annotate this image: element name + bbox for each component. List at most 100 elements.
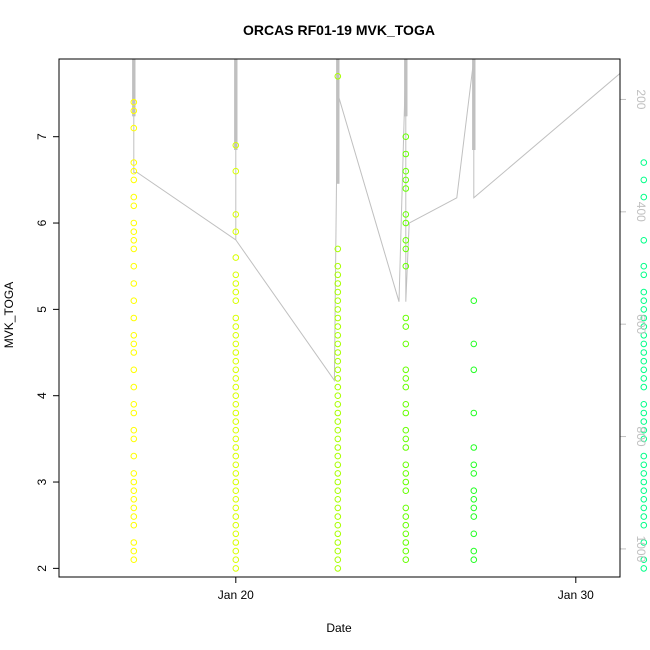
data-point bbox=[334, 271, 342, 279]
data-point bbox=[334, 478, 342, 486]
right-tick-label: 1000 bbox=[634, 536, 648, 563]
y-tick-label: 3 bbox=[35, 478, 49, 485]
data-point bbox=[232, 452, 240, 460]
data-point bbox=[334, 565, 342, 572]
data-point bbox=[130, 340, 138, 348]
data-point bbox=[232, 539, 240, 546]
data-point bbox=[232, 435, 240, 443]
data-point bbox=[470, 470, 478, 477]
right-tick-label: 400 bbox=[634, 202, 648, 222]
data-point bbox=[232, 288, 240, 296]
data-point bbox=[640, 297, 648, 305]
data-point bbox=[640, 496, 648, 503]
data-point bbox=[402, 426, 410, 434]
data-point bbox=[232, 487, 240, 495]
data-point bbox=[232, 167, 240, 175]
data-point bbox=[640, 176, 648, 184]
data-point bbox=[130, 167, 138, 175]
data-point bbox=[402, 245, 410, 253]
data-point bbox=[470, 556, 478, 564]
data-point bbox=[334, 288, 342, 296]
data-point bbox=[334, 461, 342, 469]
data-point bbox=[232, 444, 240, 451]
data-point bbox=[334, 521, 342, 529]
data-point bbox=[334, 504, 342, 512]
data-point bbox=[130, 435, 138, 443]
right-tick-label: 200 bbox=[634, 89, 648, 109]
data-point bbox=[334, 280, 342, 287]
data-point bbox=[334, 530, 342, 538]
data-point bbox=[402, 470, 410, 477]
data-point bbox=[130, 107, 138, 115]
right-tick-label: 600 bbox=[634, 314, 648, 334]
data-point bbox=[232, 323, 240, 330]
data-point bbox=[640, 418, 648, 425]
data-point bbox=[402, 314, 410, 322]
data-point bbox=[334, 470, 342, 477]
data-point bbox=[640, 314, 648, 322]
data-point bbox=[130, 547, 138, 555]
data-point bbox=[470, 530, 478, 538]
data-point bbox=[470, 513, 478, 520]
data-point bbox=[334, 401, 342, 408]
data-point bbox=[402, 176, 410, 184]
data-point bbox=[402, 185, 410, 192]
data-point bbox=[640, 487, 648, 495]
data-point bbox=[232, 314, 240, 322]
data-point bbox=[402, 504, 410, 512]
data-point bbox=[130, 521, 138, 529]
data-point bbox=[640, 478, 648, 486]
data-point bbox=[130, 314, 138, 322]
data-point bbox=[640, 288, 648, 296]
data-point bbox=[130, 504, 138, 512]
data-point bbox=[334, 426, 342, 434]
chart-title: ORCAS RF01-19 MVK_TOGA bbox=[243, 22, 435, 38]
data-point bbox=[232, 547, 240, 555]
data-point bbox=[402, 340, 410, 348]
data-point bbox=[402, 262, 410, 270]
data-point bbox=[232, 375, 240, 382]
data-point bbox=[640, 470, 648, 477]
data-point bbox=[402, 513, 410, 520]
data-point bbox=[232, 521, 240, 529]
data-point bbox=[130, 262, 138, 270]
data-point bbox=[130, 478, 138, 486]
data-point bbox=[640, 461, 648, 469]
y-tick-label: 6 bbox=[35, 219, 49, 226]
data-point bbox=[640, 375, 648, 382]
data-point bbox=[232, 332, 240, 339]
data-point bbox=[402, 219, 410, 227]
data-point bbox=[402, 383, 410, 391]
data-point bbox=[130, 539, 138, 546]
data-point bbox=[640, 426, 648, 434]
data-point bbox=[334, 349, 342, 356]
data-point bbox=[402, 323, 410, 330]
data-point bbox=[232, 366, 240, 374]
data-point bbox=[334, 306, 342, 313]
data-point bbox=[334, 392, 342, 400]
x-axis-label: Date bbox=[326, 621, 352, 635]
data-point bbox=[130, 513, 138, 520]
data-point bbox=[130, 280, 138, 287]
data-point bbox=[232, 228, 240, 235]
data-point bbox=[402, 167, 410, 175]
right-tick-label: 800 bbox=[634, 427, 648, 447]
data-point bbox=[130, 496, 138, 503]
data-point bbox=[402, 478, 410, 486]
data-point bbox=[402, 521, 410, 529]
data-point bbox=[130, 426, 138, 434]
data-point bbox=[640, 521, 648, 529]
data-point bbox=[470, 297, 478, 305]
data-point bbox=[402, 409, 410, 417]
data-point bbox=[402, 530, 410, 538]
data-point bbox=[232, 461, 240, 469]
data-point bbox=[130, 332, 138, 339]
data-point bbox=[232, 470, 240, 477]
data-point bbox=[640, 159, 648, 166]
x-tick-label: Jan 20 bbox=[218, 588, 254, 602]
data-point bbox=[640, 383, 648, 391]
data-point bbox=[334, 357, 342, 365]
